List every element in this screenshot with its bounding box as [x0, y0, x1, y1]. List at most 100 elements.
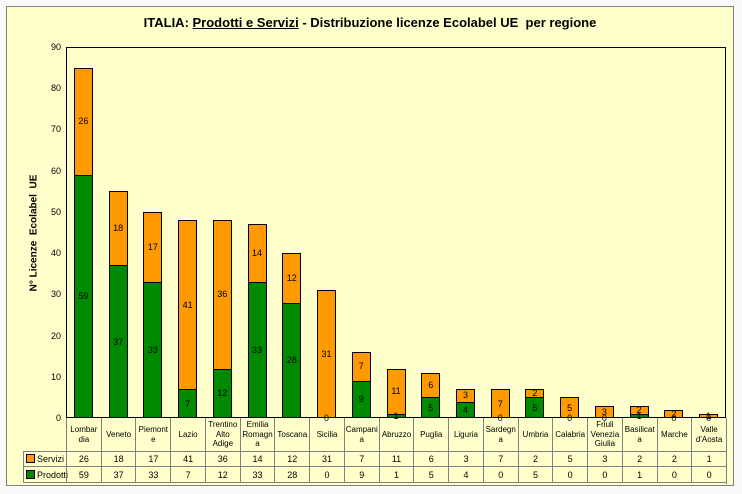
bar-segment-prodotti	[212, 368, 232, 418]
table-cell-servizi: 41	[170, 451, 205, 467]
x-axis-label: Lazio	[170, 418, 205, 451]
bar-value-label: 7	[358, 361, 364, 372]
bar-value-label: 17	[147, 241, 158, 252]
table-cell-prodotti: 1	[378, 467, 414, 483]
legend-label-prodotti: Prodotti	[37, 469, 69, 480]
table-cell-servizi: 2	[656, 451, 692, 467]
plot-area	[66, 47, 726, 418]
bar-segment-servizi	[560, 397, 580, 418]
y-tick-label: 10	[50, 371, 61, 382]
bar-segment-servizi	[108, 191, 128, 266]
bar-segment-prodotti	[247, 281, 267, 418]
x-axis-label: Abruzzo	[378, 418, 414, 451]
x-axis-label: Trentino Alto Adige	[204, 418, 240, 451]
bar-segment-prodotti	[143, 281, 163, 418]
bar-segment-prodotti	[178, 389, 198, 418]
y-tick-label: 90	[50, 42, 61, 52]
bar-segment-servizi	[143, 211, 163, 282]
bar-value-label: 5	[532, 402, 538, 413]
bar-value-label: 18	[113, 223, 124, 234]
x-axis-label: Puglia	[413, 418, 448, 451]
y-tick-label: 0	[55, 413, 61, 423]
legend-key-prodotti: Prodotti	[23, 467, 69, 483]
bar-value-label: 5	[567, 402, 573, 413]
bar-value-label: 31	[321, 349, 332, 360]
x-axis-label: Sicilia	[309, 418, 344, 451]
table-cell-prodotti: 0	[552, 467, 588, 483]
bar-segment-servizi	[594, 405, 614, 418]
table-cell-servizi: 6	[413, 451, 449, 467]
bar-value-label: 28	[286, 355, 297, 366]
y-tick-label: 50	[50, 206, 61, 217]
bar-segment-prodotti	[525, 397, 545, 418]
legend-label-servizi: Servizi	[37, 453, 65, 464]
table-cell-servizi: 2	[621, 451, 657, 467]
bar-value-label: 36	[217, 289, 228, 300]
table-cell-servizi: 11	[378, 451, 414, 467]
table-cell-prodotti: 33	[239, 467, 275, 483]
bar-value-label: 1	[706, 410, 712, 421]
bar-value-label: 6	[428, 380, 434, 391]
table-cell-servizi: 26	[66, 451, 101, 467]
table-cell-servizi: 31	[309, 451, 344, 467]
bar-segment-servizi	[317, 290, 337, 418]
y-tick-label: 40	[50, 248, 61, 259]
bar-segment-prodotti	[421, 397, 441, 418]
table-cell-servizi: 3	[448, 451, 483, 467]
table-cell-prodotti: 0	[656, 467, 692, 483]
table-cell-servizi: 1	[691, 451, 726, 467]
table-cell-prodotti: 0	[691, 467, 726, 483]
bar-segment-servizi	[455, 389, 475, 402]
bar-segment-prodotti	[282, 302, 302, 418]
table-cell-servizi: 17	[135, 451, 171, 467]
bar-segment-servizi	[490, 389, 510, 418]
table-cell-prodotti: 5	[517, 467, 553, 483]
bar-value-label: 3	[462, 390, 468, 401]
table-cell-prodotti: 0	[482, 467, 518, 483]
y-tick-label: 60	[50, 165, 61, 176]
bar-value-label: 0	[706, 413, 712, 423]
bar-value-label: 0	[671, 413, 677, 423]
bar-value-label: 11	[391, 386, 401, 397]
table-cell-prodotti: 1	[621, 467, 657, 483]
bar-value-label: 12	[286, 272, 297, 283]
table-cell-servizi: 7	[482, 451, 518, 467]
x-axis-label: Piemont e	[135, 418, 170, 451]
bar-segment-servizi	[247, 224, 267, 282]
table-cell-servizi: 18	[100, 451, 136, 467]
table-cell-servizi: 2	[517, 451, 553, 467]
bar-segment-servizi	[421, 372, 441, 398]
bar-segment-servizi	[282, 253, 302, 303]
bar-value-label: 37	[113, 336, 124, 347]
table-cell-servizi: 7	[343, 451, 379, 467]
bar-value-label: 3	[601, 406, 607, 417]
bar-value-label: 33	[147, 344, 158, 355]
bar-value-label: 1	[636, 410, 642, 421]
bar-value-label: 14	[252, 248, 263, 259]
bar-value-label: 7	[497, 398, 503, 409]
table-cell-prodotti: 37	[100, 467, 136, 483]
bar-value-label: 41	[182, 299, 193, 310]
bar-segment-prodotti	[108, 265, 128, 418]
x-axis-label: Liguria	[448, 418, 483, 451]
bar-segment-servizi	[664, 409, 684, 418]
legend-key-servizi: Servizi	[23, 451, 66, 467]
bar-segment-servizi	[351, 352, 371, 381]
table-cell-prodotti: 12	[204, 467, 240, 483]
y-tick-label: 30	[50, 289, 61, 300]
bar-segment-servizi	[629, 405, 649, 414]
chart-frame: ITALIA: Prodotti e Servizi - Distribuzio…	[6, 6, 734, 486]
table-cell-servizi: 14	[239, 451, 275, 467]
bar-segment-servizi	[178, 220, 198, 390]
table-cell-prodotti: 7	[170, 467, 205, 483]
table-cell-servizi: 3	[587, 451, 622, 467]
bar-value-label: 59	[78, 291, 89, 302]
table-cell-servizi: 5	[552, 451, 588, 467]
x-axis-label: Valle d'Aosta	[691, 418, 726, 451]
bar-value-label: 12	[217, 388, 228, 399]
table-cell-prodotti: 9	[343, 467, 379, 483]
bar-segment-prodotti	[455, 401, 475, 418]
bar-value-label: 4	[462, 404, 468, 415]
x-axis-label: Veneto	[100, 418, 136, 451]
y-axis-title: N° Licenze Ecolabel UE	[28, 174, 40, 292]
